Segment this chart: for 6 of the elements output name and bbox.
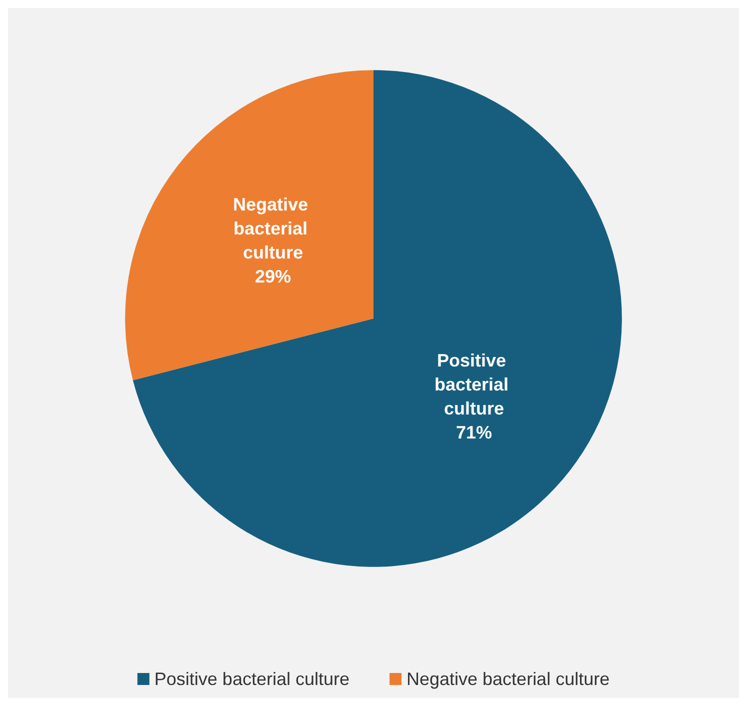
- data-label: 29%: [254, 266, 292, 287]
- slice-label: Negative bacterial culture: [232, 194, 314, 263]
- data-label: 71%: [456, 422, 492, 442]
- legend-label: Positive bacterial culture: [154, 669, 350, 689]
- legend-label: Negative bacterial culture: [406, 669, 610, 689]
- slice-label: Positive bacterial culture: [434, 350, 514, 418]
